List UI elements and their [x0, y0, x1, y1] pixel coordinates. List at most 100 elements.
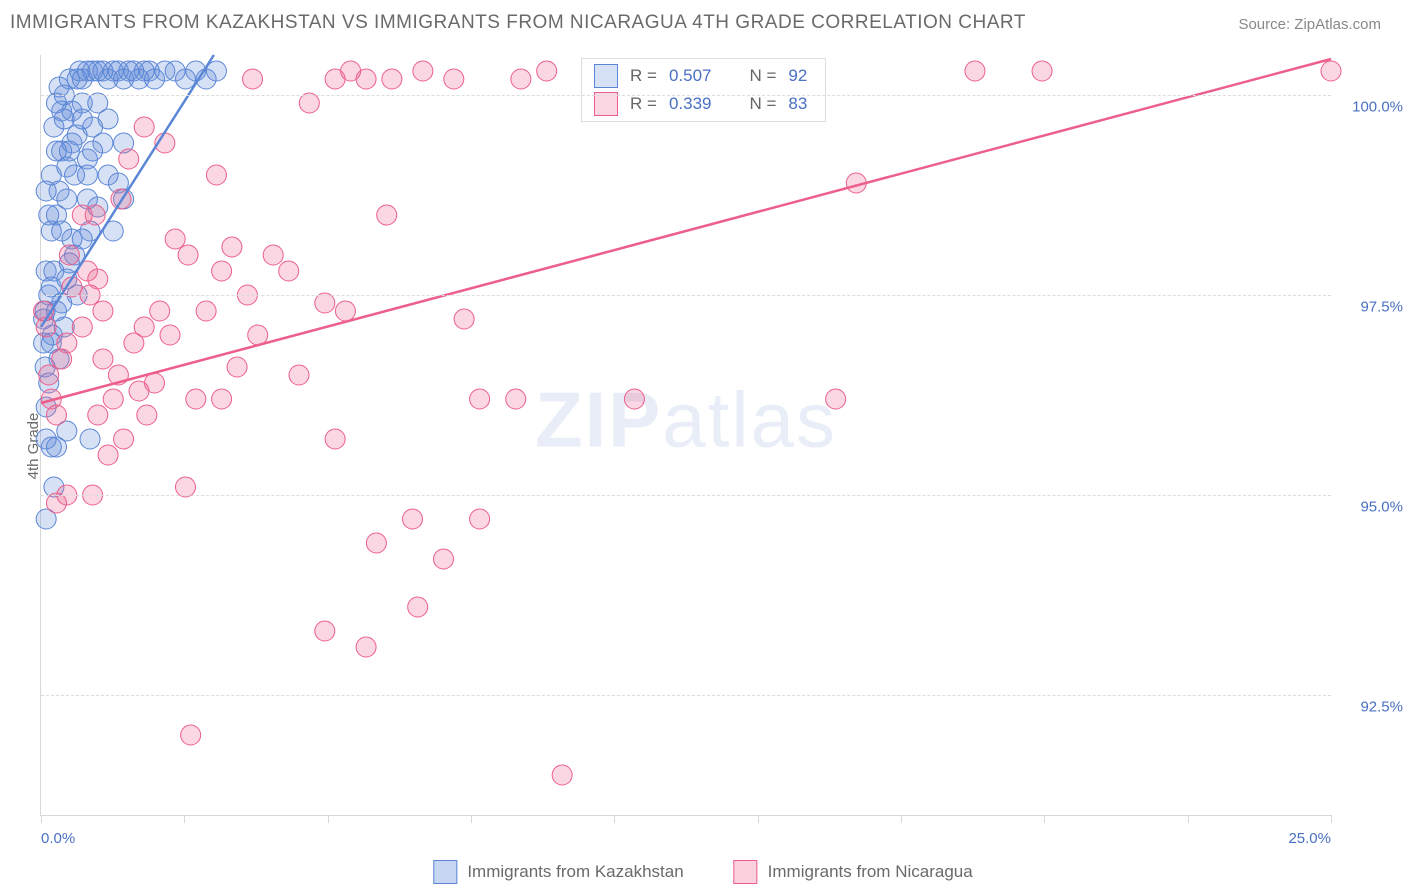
- scatter-point: [413, 61, 433, 81]
- scatter-point: [98, 109, 118, 129]
- gridline-h: [41, 495, 1331, 496]
- x-tick: [1044, 815, 1045, 823]
- scatter-point: [178, 245, 198, 265]
- plot-svg: [41, 55, 1331, 815]
- scatter-point: [145, 373, 165, 393]
- scatter-point: [36, 261, 56, 281]
- legend-row: R = 0.507 N = 92: [594, 63, 807, 89]
- y-tick-label: 95.0%: [1343, 499, 1403, 516]
- scatter-point: [263, 245, 283, 265]
- legend-n-value: 92: [788, 66, 807, 86]
- scatter-point: [408, 597, 428, 617]
- scatter-point: [46, 141, 66, 161]
- legend-swatch: [734, 860, 758, 884]
- gridline-h: [41, 695, 1331, 696]
- plot-area: ZIPatlas R = 0.507N = 92R = 0.339N = 83 …: [40, 55, 1331, 816]
- scatter-point: [46, 493, 66, 513]
- x-tick: [328, 815, 329, 823]
- legend-r-value: 0.339: [669, 94, 712, 114]
- scatter-point: [222, 237, 242, 257]
- y-tick-label: 100.0%: [1343, 99, 1403, 116]
- x-tick-label: 0.0%: [41, 830, 75, 847]
- scatter-point: [181, 725, 201, 745]
- scatter-point: [46, 405, 66, 425]
- scatter-point: [433, 549, 453, 569]
- scatter-point: [212, 389, 232, 409]
- x-tick-label: 25.0%: [1288, 830, 1331, 847]
- scatter-point: [454, 309, 474, 329]
- scatter-point: [227, 357, 247, 377]
- scatter-point: [72, 205, 92, 225]
- scatter-point: [382, 69, 402, 89]
- x-tick: [758, 815, 759, 823]
- scatter-point: [80, 429, 100, 449]
- scatter-point: [470, 509, 490, 529]
- scatter-point: [114, 429, 134, 449]
- legend-n-label: N =: [749, 94, 776, 114]
- scatter-point: [1321, 61, 1341, 81]
- legend-swatch: [594, 64, 618, 88]
- scatter-point: [212, 261, 232, 281]
- x-tick: [901, 815, 902, 823]
- scatter-point: [186, 389, 206, 409]
- legend-label: Immigrants from Kazakhstan: [467, 862, 683, 882]
- legend-r-label: R =: [630, 66, 657, 86]
- scatter-point: [335, 301, 355, 321]
- legend-item: Immigrants from Nicaragua: [734, 860, 973, 884]
- scatter-point: [49, 77, 69, 97]
- scatter-point: [325, 429, 345, 449]
- scatter-point: [299, 93, 319, 113]
- y-tick-label: 97.5%: [1343, 299, 1403, 316]
- scatter-point: [279, 261, 299, 281]
- x-tick: [184, 815, 185, 823]
- scatter-point: [72, 317, 92, 337]
- x-tick: [614, 815, 615, 823]
- scatter-point: [377, 205, 397, 225]
- scatter-point: [134, 117, 154, 137]
- scatter-point: [315, 621, 335, 641]
- scatter-point: [150, 301, 170, 321]
- chart-title: IMMIGRANTS FROM KAZAKHSTAN VS IMMIGRANTS…: [10, 12, 1026, 34]
- scatter-point: [93, 349, 113, 369]
- scatter-point: [36, 429, 56, 449]
- scatter-point: [826, 389, 846, 409]
- scatter-point: [39, 365, 59, 385]
- source-text: Source: ZipAtlas.com: [1238, 16, 1381, 33]
- scatter-point: [57, 333, 77, 353]
- scatter-point: [93, 301, 113, 321]
- scatter-point: [98, 445, 118, 465]
- scatter-point: [83, 141, 103, 161]
- scatter-point: [160, 325, 180, 345]
- legend-label: Immigrants from Nicaragua: [768, 862, 973, 882]
- scatter-point: [552, 765, 572, 785]
- legend-n-label: N =: [749, 66, 776, 86]
- scatter-point: [537, 61, 557, 81]
- legend-r-value: 0.507: [669, 66, 712, 86]
- scatter-point: [511, 69, 531, 89]
- scatter-point: [59, 245, 79, 265]
- scatter-point: [506, 389, 526, 409]
- scatter-point: [965, 61, 985, 81]
- scatter-point: [403, 509, 423, 529]
- scatter-point: [44, 117, 64, 137]
- scatter-point: [315, 293, 335, 313]
- scatter-point: [134, 317, 154, 337]
- scatter-point: [88, 405, 108, 425]
- scatter-point: [88, 269, 108, 289]
- x-tick: [471, 815, 472, 823]
- legend-item: Immigrants from Kazakhstan: [433, 860, 683, 884]
- scatter-point: [137, 405, 157, 425]
- scatter-point: [165, 229, 185, 249]
- scatter-point: [289, 365, 309, 385]
- legend-n-value: 83: [788, 94, 807, 114]
- scatter-point: [356, 637, 376, 657]
- scatter-point: [206, 165, 226, 185]
- gridline-h: [41, 95, 1331, 96]
- gridline-h: [41, 295, 1331, 296]
- scatter-point: [1032, 61, 1052, 81]
- legend-r-label: R =: [630, 94, 657, 114]
- x-tick: [41, 815, 42, 823]
- scatter-point: [119, 149, 139, 169]
- scatter-point: [243, 69, 263, 89]
- scatter-point: [366, 533, 386, 553]
